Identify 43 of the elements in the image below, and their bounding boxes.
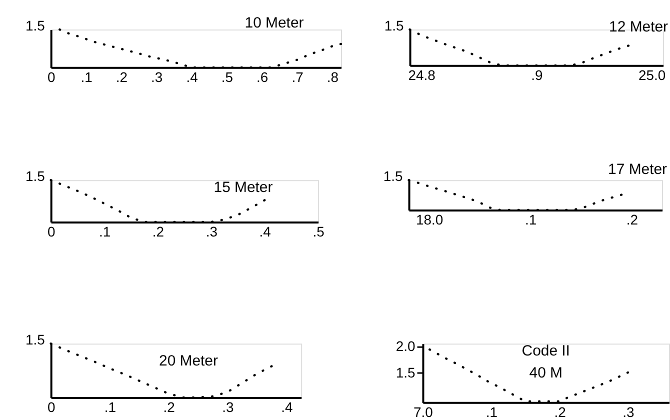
text: 1.5 <box>25 168 46 184</box>
x-tick-label: .2 <box>152 223 164 240</box>
chart-title: 17 Meter <box>608 161 668 178</box>
x-tick-label: .1 <box>98 223 111 240</box>
x-tick-label: .3 <box>222 398 234 415</box>
x-tick-label: .1 <box>525 211 537 228</box>
x-tick-label: 0 <box>47 398 56 415</box>
x-tick-label: 0 <box>47 68 56 85</box>
x-tick-label: .2 <box>163 398 176 415</box>
x-tick-label: .5 <box>312 223 325 240</box>
x-tick-label: .4 <box>186 68 198 85</box>
x-tick-label: 0 <box>47 223 56 240</box>
x-tick-label: .7 <box>292 68 304 85</box>
x-tick-label: .3 <box>151 68 163 85</box>
x-tick-label: .1 <box>80 68 93 85</box>
chart-title: 10 Meter <box>244 14 304 32</box>
text: 20 Meter <box>159 352 218 370</box>
x-tick-label: .2 <box>116 68 128 85</box>
x-tick-label: .4 <box>281 398 293 415</box>
text: 1.5 <box>25 18 46 34</box>
chart-title: Code II <box>522 342 570 360</box>
chart-title: 15 Meter <box>214 179 273 196</box>
x-tick-label: 7.0 <box>414 404 434 420</box>
x-tick-label: .3 <box>622 404 635 420</box>
x-tick-label: .6 <box>256 68 268 85</box>
text: 1.5 <box>25 332 46 348</box>
x-tick-label: .8 <box>326 68 339 85</box>
x-tick-label: .9 <box>531 66 543 83</box>
x-tick-label: .2 <box>626 211 638 228</box>
chart-title: 12 Meter <box>609 18 668 36</box>
text: 1.5 <box>383 168 404 184</box>
x-tick-label: 25.0 <box>638 66 666 83</box>
x-tick-label: 18.0 <box>416 211 444 228</box>
text: 40 M <box>529 364 562 382</box>
x-tick-label: .1 <box>104 398 116 415</box>
x-tick-label: .2 <box>554 404 566 420</box>
x-tick-label: .3 <box>206 223 218 240</box>
text: 1.5 <box>384 18 404 34</box>
x-tick-label: 24.8 <box>408 66 436 83</box>
y-tick-label: 2.0 <box>396 338 416 354</box>
x-tick-label: .5 <box>221 68 234 85</box>
x-tick-label: .4 <box>259 223 272 240</box>
x-tick-label: .1 <box>486 404 498 420</box>
